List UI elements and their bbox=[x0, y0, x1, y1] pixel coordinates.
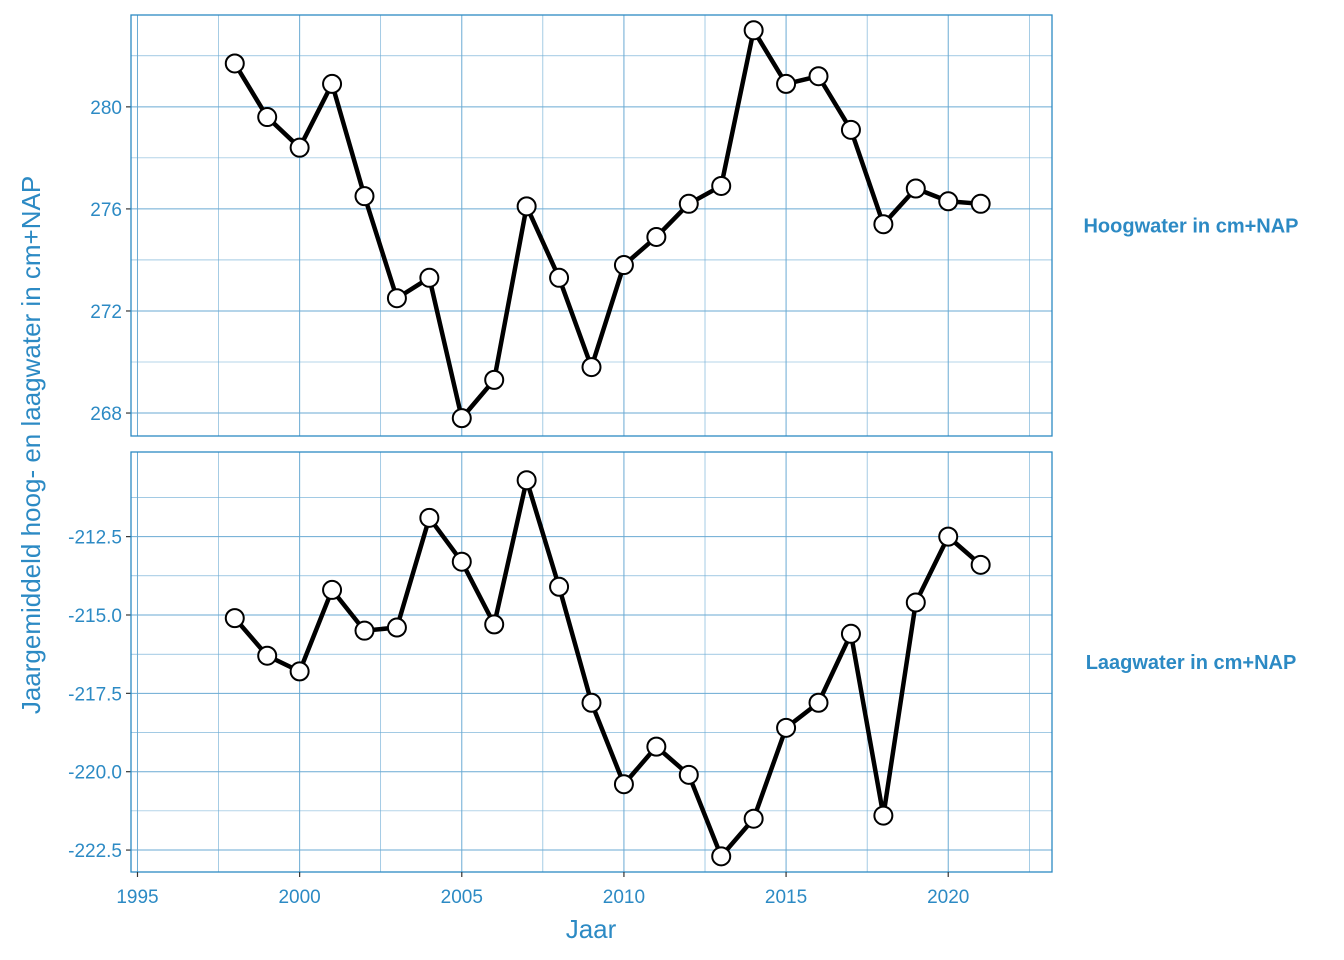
y-tick-label: 280 bbox=[90, 98, 122, 119]
data-point bbox=[419, 267, 440, 288]
data-point bbox=[322, 73, 343, 94]
data-point bbox=[743, 808, 764, 829]
data-point bbox=[354, 620, 375, 641]
data-point bbox=[808, 66, 829, 87]
data-point bbox=[257, 645, 278, 666]
y-tick-label: -215.0 bbox=[68, 606, 122, 627]
data-point bbox=[581, 692, 602, 713]
data-point bbox=[386, 617, 407, 638]
y-tick-label: 268 bbox=[90, 404, 122, 425]
data-point bbox=[549, 576, 570, 597]
y-tick-label: 276 bbox=[90, 200, 122, 221]
panel-1: 268 272 276 280 Hoogwater in cm+NAP bbox=[90, 14, 1299, 437]
data-point bbox=[970, 554, 991, 575]
data-point bbox=[354, 186, 375, 207]
data-point bbox=[873, 214, 894, 235]
series-line bbox=[232, 28, 983, 421]
data-point bbox=[840, 623, 861, 644]
x-tick-label: 2020 bbox=[927, 887, 969, 908]
data-point bbox=[224, 53, 245, 74]
data-point bbox=[646, 226, 667, 247]
data-point bbox=[581, 357, 602, 378]
data-point bbox=[711, 175, 732, 196]
panel-2: -222.5 -220.0 -217.5 -215.0 -212.5 Laagwater … bbox=[68, 451, 1297, 873]
data-point bbox=[419, 507, 440, 528]
data-point bbox=[776, 73, 797, 94]
x-axis-title: Jaar bbox=[566, 914, 617, 944]
panel-border bbox=[130, 451, 1053, 873]
y-tick-label: -222.5 bbox=[68, 841, 122, 862]
data-point bbox=[289, 661, 310, 682]
data-point bbox=[808, 692, 829, 713]
data-point bbox=[386, 288, 407, 309]
data-point bbox=[484, 614, 505, 635]
data-point bbox=[613, 774, 634, 795]
data-point bbox=[289, 137, 310, 158]
y-tick-label: -212.5 bbox=[68, 528, 122, 549]
data-point bbox=[873, 805, 894, 826]
data-point bbox=[613, 255, 634, 276]
data-point bbox=[743, 20, 764, 41]
data-point bbox=[840, 119, 861, 140]
panel-border bbox=[130, 14, 1053, 437]
data-point bbox=[678, 193, 699, 214]
data-point bbox=[711, 846, 732, 867]
data-point bbox=[970, 193, 991, 214]
data-point bbox=[516, 196, 537, 217]
data-point bbox=[451, 551, 472, 572]
facet-strip-label: Laagwater in cm+NAP bbox=[1086, 652, 1297, 674]
y-tick-label: -217.5 bbox=[68, 684, 122, 705]
x-tick-label: 2000 bbox=[278, 887, 320, 908]
data-point bbox=[938, 526, 959, 547]
y-axis-title: Jaargemiddeld hoog- en laagwater in cm+N… bbox=[16, 176, 46, 714]
data-point bbox=[224, 608, 245, 629]
data-point bbox=[516, 470, 537, 491]
x-tick-label: 2015 bbox=[765, 887, 807, 908]
x-tick-label: 2005 bbox=[441, 887, 483, 908]
facet-strip-label: Hoogwater in cm+NAP bbox=[1083, 216, 1298, 238]
x-axis: 1995 2000 2005 2010 2015 2020 bbox=[116, 872, 969, 908]
data-point bbox=[646, 736, 667, 757]
data-point bbox=[257, 107, 278, 128]
data-point bbox=[549, 267, 570, 288]
data-point bbox=[322, 579, 343, 600]
data-point bbox=[938, 191, 959, 212]
x-tick-label: 2010 bbox=[603, 887, 645, 908]
data-point bbox=[776, 717, 797, 738]
y-tick-label: 272 bbox=[90, 302, 122, 323]
data-point bbox=[451, 408, 472, 429]
y-tick-label: -220.0 bbox=[68, 763, 122, 784]
x-tick-label: 1995 bbox=[116, 887, 158, 908]
data-point bbox=[484, 369, 505, 390]
data-point bbox=[678, 764, 699, 785]
data-point bbox=[905, 178, 926, 199]
data-point bbox=[905, 592, 926, 613]
